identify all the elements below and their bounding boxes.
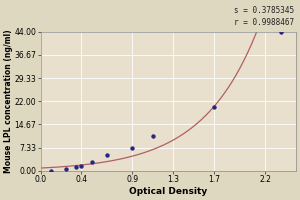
Point [48,169,53,172]
Y-axis label: Mouse LPL concentration (ng/ml): Mouse LPL concentration (ng/ml) [4,29,13,173]
Text: r = 0.9988467: r = 0.9988467 [234,18,294,27]
Point [278,30,283,33]
Point [130,146,135,149]
Point [212,105,217,109]
Point [64,167,68,170]
Point [105,153,110,156]
Point [151,134,155,138]
Point [74,166,79,169]
Point [89,160,94,163]
Point [79,165,84,168]
Text: s = 0.3785345: s = 0.3785345 [234,6,294,15]
X-axis label: Optical Density: Optical Density [129,187,207,196]
